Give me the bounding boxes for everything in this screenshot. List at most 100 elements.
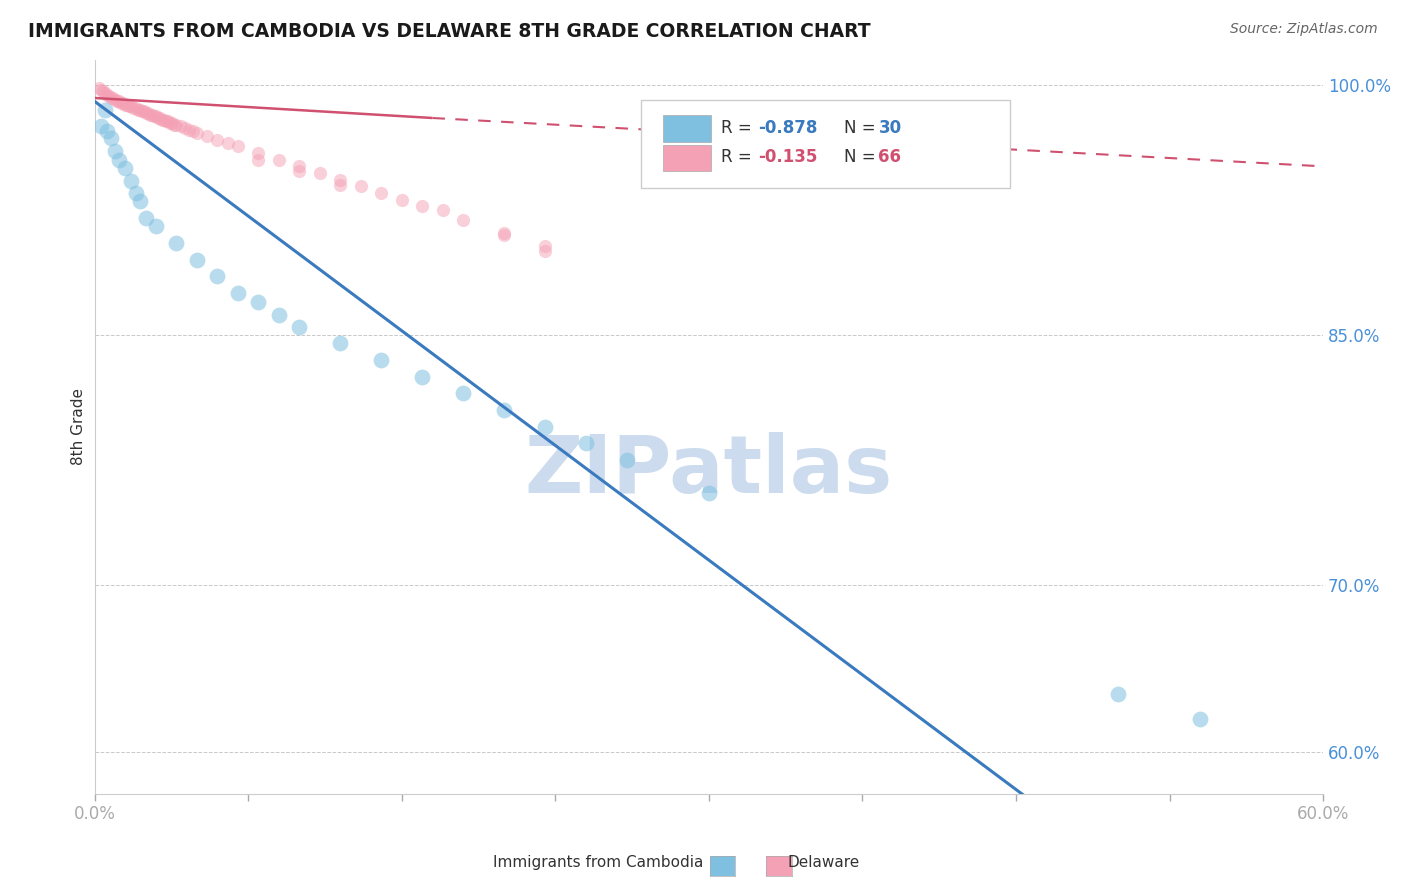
Point xyxy=(411,199,433,213)
Point xyxy=(120,99,142,113)
Point xyxy=(132,104,155,119)
Point xyxy=(1189,712,1212,726)
Point xyxy=(110,95,132,110)
Point xyxy=(135,211,157,225)
Point xyxy=(104,145,127,159)
Point xyxy=(181,124,204,138)
Point xyxy=(91,84,114,98)
Point xyxy=(370,352,392,367)
Point xyxy=(697,486,720,500)
Point xyxy=(575,436,598,450)
Point xyxy=(288,160,311,174)
FancyBboxPatch shape xyxy=(664,115,711,142)
FancyBboxPatch shape xyxy=(664,145,711,171)
Point xyxy=(105,95,128,109)
Point xyxy=(288,164,311,178)
Point xyxy=(108,95,131,109)
Point xyxy=(267,308,290,322)
Point xyxy=(195,129,218,144)
Point xyxy=(370,186,392,200)
Text: ZIPatlas: ZIPatlas xyxy=(524,432,893,509)
Point xyxy=(101,91,124,105)
Point xyxy=(226,139,249,153)
Point xyxy=(96,87,118,102)
Point xyxy=(150,112,173,127)
Point xyxy=(94,86,117,100)
Point xyxy=(411,369,433,384)
FancyBboxPatch shape xyxy=(641,100,1010,188)
Point xyxy=(267,153,290,167)
Point xyxy=(162,116,184,130)
Point xyxy=(104,93,127,107)
Point xyxy=(329,336,352,351)
Point xyxy=(128,194,150,209)
Text: R =: R = xyxy=(721,148,758,166)
Text: Source: ZipAtlas.com: Source: ZipAtlas.com xyxy=(1230,22,1378,37)
Point xyxy=(308,166,330,180)
Point xyxy=(124,101,146,115)
Point xyxy=(136,106,159,120)
Point xyxy=(108,153,131,167)
Point xyxy=(128,103,150,117)
Point xyxy=(186,126,208,140)
Point xyxy=(149,111,172,125)
Point xyxy=(329,172,352,186)
Point xyxy=(114,97,136,112)
Point xyxy=(135,106,157,120)
Point xyxy=(247,146,270,161)
Point xyxy=(1107,687,1129,701)
Point xyxy=(146,111,169,125)
Point xyxy=(90,120,112,134)
Point xyxy=(494,403,516,417)
Point xyxy=(217,136,239,150)
Point xyxy=(159,116,181,130)
Point xyxy=(288,319,311,334)
Y-axis label: 8th Grade: 8th Grade xyxy=(72,388,86,465)
Point xyxy=(127,103,149,117)
Point xyxy=(432,202,454,217)
Point xyxy=(186,252,208,267)
Text: Immigrants from Cambodia: Immigrants from Cambodia xyxy=(492,855,703,870)
Point xyxy=(247,294,270,309)
Text: 30: 30 xyxy=(879,119,901,136)
Point xyxy=(124,186,146,200)
Point xyxy=(90,82,112,96)
Text: N =: N = xyxy=(844,148,882,166)
Point xyxy=(494,226,516,240)
Text: IMMIGRANTS FROM CAMBODIA VS DELAWARE 8TH GRADE CORRELATION CHART: IMMIGRANTS FROM CAMBODIA VS DELAWARE 8TH… xyxy=(28,22,870,41)
Text: 66: 66 xyxy=(879,148,901,166)
Point xyxy=(153,112,176,127)
Point xyxy=(534,419,557,434)
Point xyxy=(534,244,557,259)
Point xyxy=(534,239,557,253)
Point xyxy=(157,114,180,128)
Point xyxy=(145,219,167,234)
Text: Delaware: Delaware xyxy=(787,855,859,870)
Text: -0.878: -0.878 xyxy=(758,119,817,136)
Point xyxy=(120,174,142,188)
Point xyxy=(451,212,474,227)
Point xyxy=(166,236,188,251)
Point xyxy=(163,118,186,132)
Text: R =: R = xyxy=(721,119,758,136)
Point xyxy=(141,108,163,122)
Point xyxy=(616,453,638,467)
Point xyxy=(207,269,229,284)
Point xyxy=(114,161,136,175)
Point xyxy=(96,124,118,138)
Point xyxy=(155,114,177,128)
Point xyxy=(350,179,373,194)
Point xyxy=(247,153,270,167)
Point xyxy=(87,81,110,95)
Point xyxy=(207,133,229,147)
Point xyxy=(100,91,122,105)
Point xyxy=(117,97,139,112)
Point xyxy=(173,121,195,136)
Point xyxy=(451,386,474,401)
Point xyxy=(391,193,413,207)
Point xyxy=(142,109,165,123)
Point xyxy=(100,131,122,145)
Point xyxy=(494,227,516,242)
Point xyxy=(166,118,188,132)
Text: N =: N = xyxy=(844,119,882,136)
